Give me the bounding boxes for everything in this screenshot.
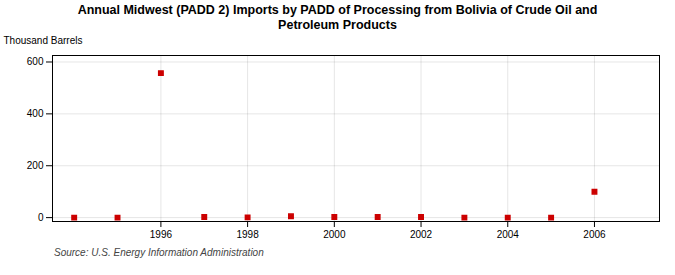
svg-text:Thousand Barrels: Thousand Barrels (4, 35, 83, 46)
svg-text:1996: 1996 (150, 229, 173, 240)
svg-text:600: 600 (27, 56, 44, 67)
html-text:Annual Midwest (PADD 2) Import: Annual Midwest (PADD 2) Imports by PADD … (77, 3, 598, 32)
svg-text:400: 400 (27, 108, 44, 119)
svg-text:200: 200 (27, 160, 44, 171)
svg-text:2002: 2002 (410, 229, 433, 240)
svg-text:0: 0 (38, 212, 44, 223)
html-text:Source: U.S. Energy Informatio: Source: U.S. Energy Information Administ… (54, 247, 264, 258)
svg-text:2000: 2000 (323, 229, 346, 240)
svg-text:2006: 2006 (583, 229, 606, 240)
svg-text:1998: 1998 (236, 229, 259, 240)
svg-text:2004: 2004 (497, 229, 520, 240)
